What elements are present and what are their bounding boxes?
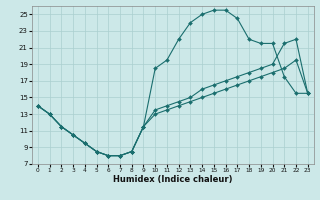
X-axis label: Humidex (Indice chaleur): Humidex (Indice chaleur)	[113, 175, 233, 184]
